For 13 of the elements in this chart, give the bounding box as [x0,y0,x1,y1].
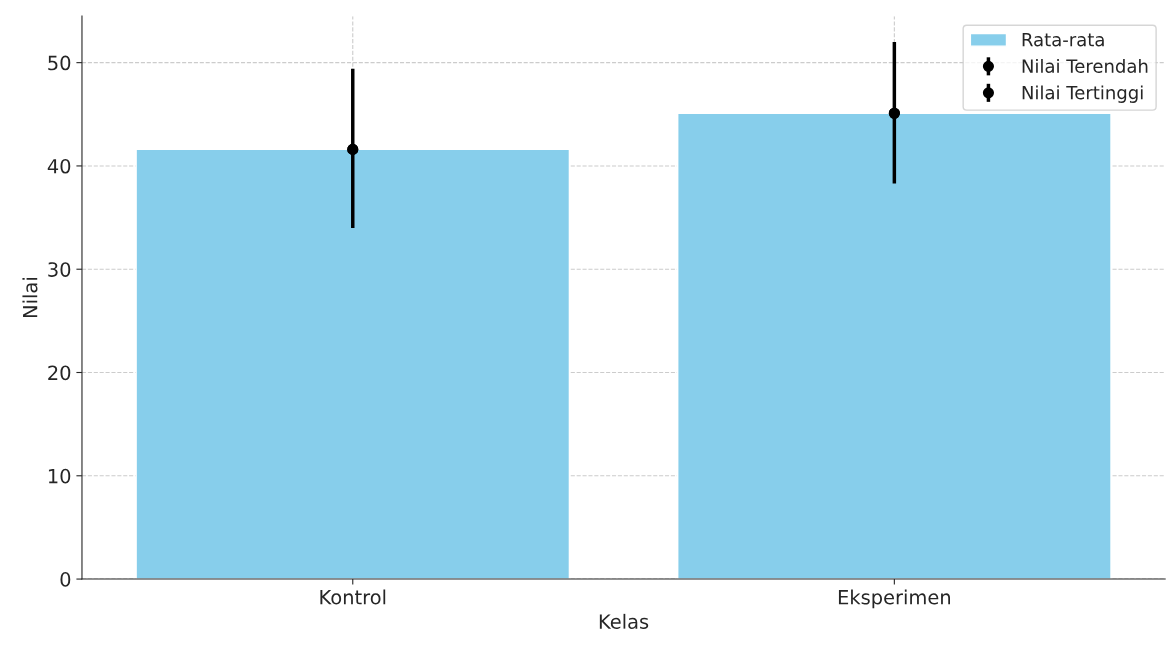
y-tick-label: 30 [48,262,71,277]
y-tick-label: 50 [48,55,71,71]
y-tick-label: 10 [48,468,71,484]
legend-label: Nilai Tertinggi [1022,85,1143,103]
legend-label: Rata-rata [1022,32,1104,47]
x-axis-title: Kelas [599,613,649,629]
y-tick-label: 0 [60,572,71,587]
x-tick-label: Kontrol [320,589,386,605]
x-tick-label: Eksperimen [838,589,950,609]
y-tick-label: 20 [48,365,71,381]
legend-label: Nilai Terendah [1022,58,1148,73]
y-axis-title: Nilai [22,278,38,318]
y-tick-label: 40 [47,158,71,174]
